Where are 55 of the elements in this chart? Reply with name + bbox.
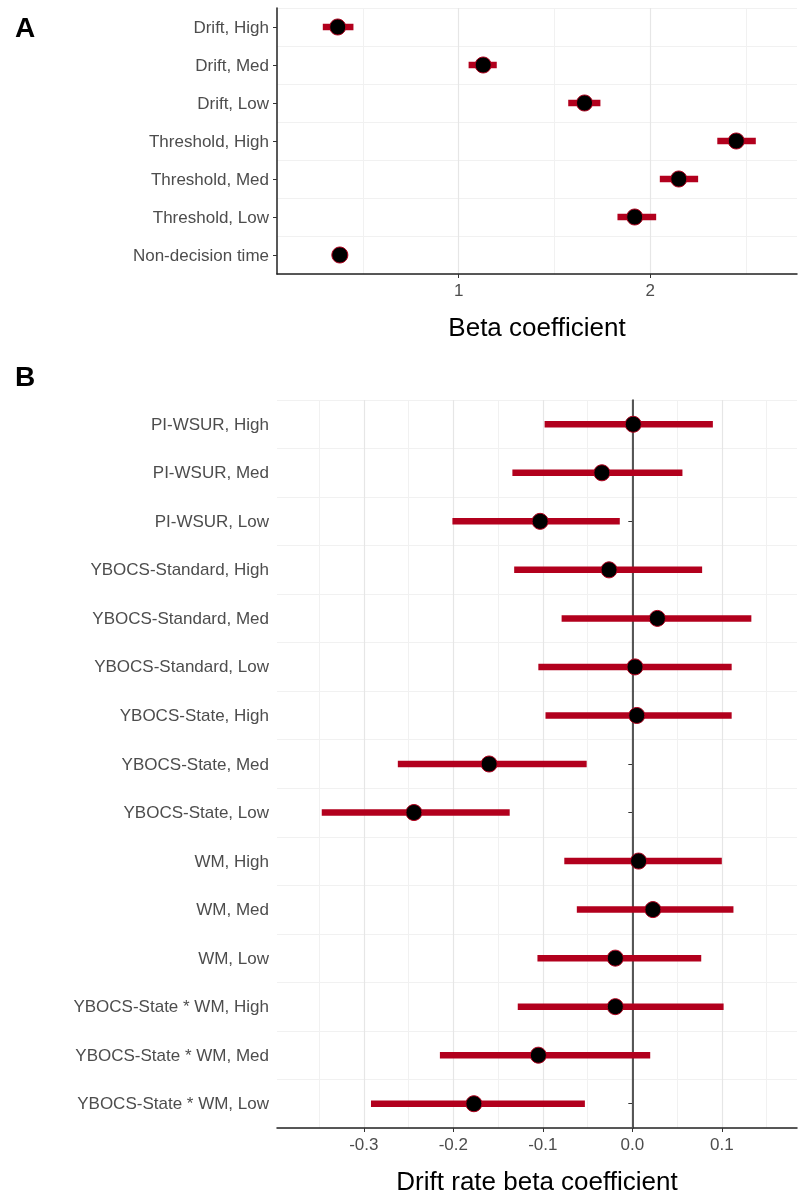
- point: [531, 512, 549, 530]
- point: [648, 609, 666, 627]
- y-tick-label: YBOCS-State, Low: [123, 803, 270, 823]
- y-tick-label: PI-WSUR, Low: [154, 511, 270, 531]
- point: [670, 170, 688, 188]
- point: [576, 94, 594, 112]
- point: [628, 706, 646, 724]
- y-tick-label: Drift, Low: [197, 93, 270, 113]
- point: [529, 1046, 547, 1064]
- y-tick-label: Threshold, Med: [150, 169, 269, 189]
- point: [644, 901, 662, 919]
- text: A: [15, 11, 36, 43]
- point: [600, 561, 618, 579]
- x-tick-label: 2: [645, 281, 655, 300]
- y-tick-label: YBOCS-State, High: [119, 705, 269, 725]
- x-axis-title: Drift rate beta coefficient: [396, 1166, 679, 1196]
- y-tick-label: YBOCS-Standard, Med: [92, 608, 269, 628]
- point: [405, 804, 423, 822]
- point: [331, 246, 349, 264]
- x-axis-title: Beta coefficient: [448, 312, 627, 342]
- x-tick-label: 0.0: [620, 1135, 645, 1154]
- y-tick-label: WM, High: [194, 851, 269, 871]
- point: [480, 755, 498, 773]
- x-tick-label: 0.1: [710, 1135, 734, 1154]
- point: [606, 998, 624, 1016]
- x-tick-label: -0.3: [349, 1135, 379, 1154]
- y-tick-label: Threshold, Low: [152, 207, 270, 227]
- y-tick-label: WM, Med: [196, 900, 269, 920]
- y-tick-label: YBOCS-Standard, Low: [94, 657, 270, 677]
- point: [329, 18, 347, 36]
- x-tick-label: 1: [453, 281, 464, 300]
- x-tick-label: -0.2: [438, 1135, 468, 1154]
- point: [465, 1095, 483, 1113]
- point: [630, 852, 648, 870]
- y-tick-label: WM, Low: [198, 948, 270, 968]
- point: [624, 415, 642, 433]
- text: B: [15, 360, 36, 392]
- y-tick-label: YBOCS-State * WM, Med: [75, 1045, 269, 1065]
- y-tick-label: YBOCS-State * WM, Low: [77, 1094, 270, 1114]
- point: [606, 949, 624, 967]
- point: [474, 56, 492, 74]
- point: [727, 132, 745, 150]
- y-tick-label: Drift, Med: [195, 55, 269, 75]
- y-tick-label: YBOCS-Standard, High: [90, 560, 269, 580]
- point: [626, 658, 644, 676]
- y-tick-label: PI-WSUR, Med: [152, 463, 269, 483]
- x-tick-label: -0.1: [528, 1135, 558, 1154]
- point: [626, 208, 644, 226]
- y-tick-label: Drift, High: [193, 17, 269, 37]
- point: [593, 464, 611, 482]
- y-tick-label: PI-WSUR, High: [150, 414, 269, 434]
- y-tick-label: Threshold, High: [148, 131, 269, 151]
- y-tick-label: Non-decision time: [132, 245, 269, 265]
- y-tick-label: YBOCS-State * WM, High: [73, 997, 269, 1017]
- y-tick-label: YBOCS-State, Med: [121, 754, 269, 774]
